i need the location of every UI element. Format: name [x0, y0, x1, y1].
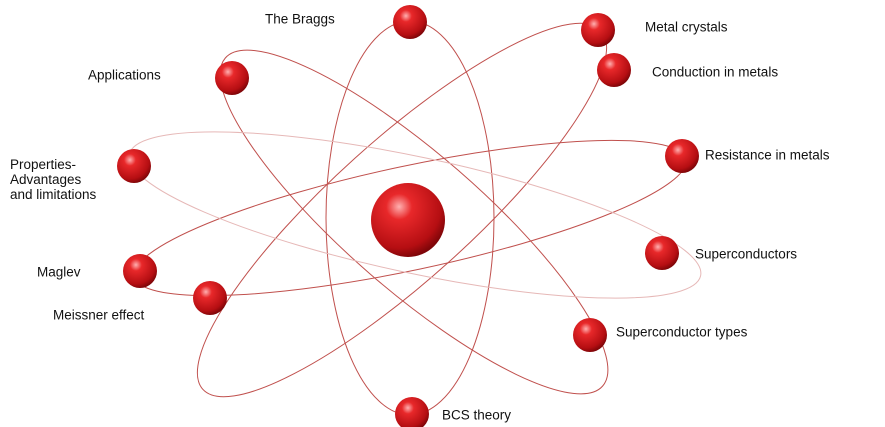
node-label: Properties-Advantages and limitations — [10, 157, 97, 202]
node-label: Meissner effect — [53, 308, 145, 323]
node-ball — [117, 149, 151, 183]
node: Conduction in metals — [597, 53, 778, 87]
node-ball — [395, 397, 429, 427]
node: Superconductor types — [573, 318, 748, 352]
node: Maglev — [37, 254, 157, 288]
node-ball — [215, 61, 249, 95]
node-label: Superconductor types — [616, 325, 748, 340]
node-label: Applications — [88, 68, 161, 83]
node-label: The Braggs — [265, 12, 335, 27]
label-line: Properties- — [10, 157, 76, 172]
node: Applications — [88, 61, 249, 95]
node-ball — [581, 13, 615, 47]
node-label: Metal crystals — [645, 20, 728, 35]
node-label: BCS theory — [442, 408, 511, 423]
node: Meissner effect — [53, 281, 227, 323]
nodes: The Braggs Metal crystals Conduction in me… — [10, 5, 830, 427]
node-label: Maglev — [37, 265, 81, 280]
node: Properties-Advantages and limitations — [10, 149, 151, 202]
node-label: Superconductors — [695, 247, 797, 262]
node-ball — [597, 53, 631, 87]
node-ball — [193, 281, 227, 315]
node-label: Conduction in metals — [652, 65, 778, 80]
node-ball — [393, 5, 427, 39]
node-ball — [665, 139, 699, 173]
node-ball — [123, 254, 157, 288]
nucleus — [371, 183, 445, 257]
node-label: Resistance in metals — [705, 148, 830, 163]
node: Resistance in metals — [665, 139, 830, 173]
orbit — [219, 49, 609, 395]
node: BCS theory — [395, 397, 511, 427]
node: Superconductors — [645, 236, 797, 270]
node: Metal crystals — [581, 13, 728, 47]
label-line: and limitations — [10, 187, 97, 202]
label-line: Advantages — [10, 172, 82, 187]
node-ball — [645, 236, 679, 270]
node-ball — [573, 318, 607, 352]
node: The Braggs — [265, 5, 427, 39]
